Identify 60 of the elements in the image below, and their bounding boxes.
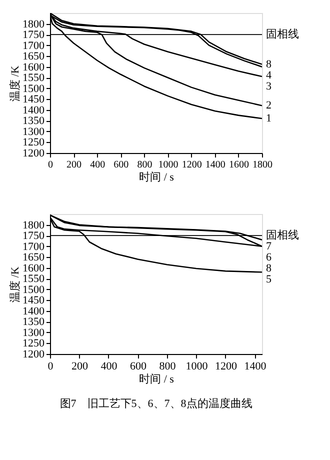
y-tick-label: 1550 [22, 273, 45, 286]
y-tick-label: 1300 [22, 326, 45, 339]
x-tick-label: 1400 [205, 160, 226, 170]
y-tick-label: 1800 [22, 18, 45, 30]
series-label: 7 [266, 240, 272, 253]
series-label: 8 [266, 58, 272, 70]
x-tick-label: 800 [159, 360, 176, 372]
x-tick-label: 200 [71, 360, 88, 372]
series-label: 8 [266, 262, 272, 275]
y-tick-label: 1200 [22, 148, 45, 160]
ref-line-label: 固相线 [266, 28, 299, 41]
series-label: 3 [266, 80, 272, 92]
caption: 图7 旧工艺下5、6、7、8点的温度曲线 [60, 397, 252, 410]
x-tick-label: 800 [137, 160, 152, 170]
x-tick-label: 1200 [214, 360, 238, 372]
y-tick-label: 1500 [22, 82, 45, 95]
y-tick-label: 1300 [22, 126, 45, 138]
x-tick-label: 1000 [158, 160, 178, 170]
x-tick-label: 400 [90, 160, 106, 170]
x-tick-label: 1800 [252, 160, 272, 170]
y-tick-label: 1500 [22, 284, 45, 296]
series-label: 4 [266, 69, 272, 82]
y-tick-label: 1400 [22, 104, 45, 116]
x-tick-label: 0 [48, 160, 53, 170]
x-tick-label: 600 [114, 160, 129, 170]
y-tick-label: 1600 [22, 262, 45, 274]
x-tick-label: 1200 [182, 160, 202, 170]
y-tick-label: 1200 [22, 348, 45, 360]
y-tick-label: 1600 [22, 61, 45, 74]
y-tick-label: 1450 [22, 94, 45, 106]
series-label: 6 [266, 252, 272, 264]
y-tick-label: 1750 [22, 29, 45, 42]
y-tick-label: 1450 [22, 294, 45, 307]
x-tick-label: 1400 [244, 360, 267, 372]
y-tick-label: 1350 [22, 115, 45, 128]
y-axis-title: 温度 /K [8, 66, 22, 102]
y-tick-label: 1700 [22, 240, 45, 253]
ref-line-label: 固相线 [266, 228, 299, 242]
y-tick-label: 1750 [22, 230, 45, 242]
y-tick-label: 1800 [22, 219, 45, 232]
y-tick-label: 1250 [22, 338, 45, 350]
y-tick-label: 1250 [22, 136, 45, 149]
series-label: 2 [266, 100, 272, 112]
y-axis-title: 温度 /K [8, 266, 22, 302]
y-tick-label: 1650 [22, 50, 45, 63]
x-tick-label: 600 [130, 360, 147, 372]
x-tick-label: 0 [48, 360, 54, 372]
x-tick-label: 1000 [186, 360, 208, 372]
x-tick-label: 200 [66, 160, 82, 170]
y-tick-label: 1350 [22, 316, 45, 328]
x-axis-title: 时间 / s [139, 372, 174, 386]
series-label: 1 [266, 112, 272, 125]
y-tick-label: 1650 [22, 252, 45, 264]
x-axis-title: 时间 / s [139, 170, 174, 184]
series-label: 5 [266, 274, 272, 286]
y-tick-label: 1400 [22, 305, 45, 318]
x-tick-label: 1600 [228, 160, 249, 170]
x-tick-label: 400 [100, 360, 118, 372]
y-tick-label: 1700 [22, 40, 45, 52]
y-tick-label: 1550 [22, 72, 45, 84]
